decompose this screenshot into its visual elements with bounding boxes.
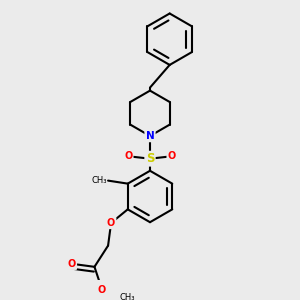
Text: O: O: [98, 284, 106, 295]
Text: O: O: [68, 259, 76, 269]
Text: S: S: [146, 152, 154, 165]
Text: O: O: [168, 151, 176, 161]
Text: O: O: [107, 218, 115, 228]
Text: CH₃: CH₃: [119, 292, 135, 300]
Text: CH₃: CH₃: [91, 176, 106, 185]
Text: N: N: [146, 131, 154, 141]
Text: O: O: [124, 151, 132, 161]
